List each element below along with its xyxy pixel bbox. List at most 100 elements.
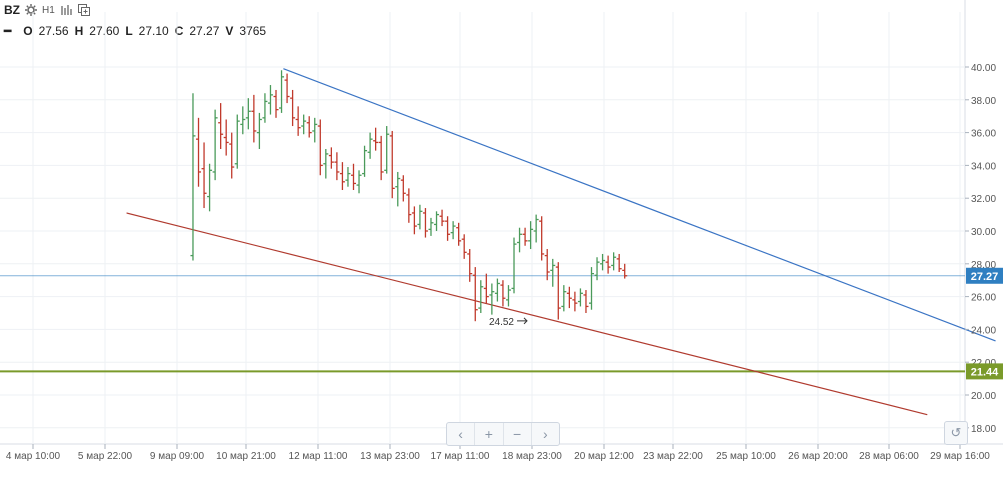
price-labels: 24.52 27.27 21.44 [489, 267, 1003, 380]
x-tick-label: 23 мар 22:00 [643, 451, 703, 462]
ohlc-bar [555, 262, 561, 320]
ohlc-bar [577, 288, 583, 307]
ohlc-bar [196, 117, 202, 187]
chart-toolbar: BZ H1 [0, 0, 114, 20]
ohlc-bar [434, 211, 440, 231]
low-key: L [125, 24, 133, 38]
ohlc-bar [566, 286, 572, 309]
x-tick-label: 10 мар 21:00 [216, 451, 276, 462]
ohlc-bar [472, 267, 478, 322]
ohlc-bar [350, 163, 356, 190]
x-tick-label: 4 мар 10:00 [6, 451, 61, 462]
ohlc-bar [539, 216, 545, 261]
ohlc-bar [533, 214, 539, 243]
y-tick-label: 30.00 [971, 227, 996, 238]
ohlc-bar [279, 70, 285, 113]
ohlc-bar [251, 94, 257, 143]
time-axis: 4 мар 10:00 5 мар 22:00 9 мар 09:00 10 мар … [6, 444, 990, 462]
last-price-badge-bg [966, 267, 1003, 284]
ohlc-bar [528, 221, 534, 250]
ohlc-bar [616, 253, 622, 272]
ohlc-bar [267, 85, 273, 115]
ohlc-bar [395, 171, 401, 207]
trendline-lower [126, 212, 928, 416]
high-value: 27.60 [89, 24, 120, 38]
ohlc-bar [494, 278, 500, 302]
ohlc-bar [234, 114, 240, 169]
ohlc-bar [378, 135, 384, 181]
ohlc-bar [511, 237, 517, 294]
zoom-out-button[interactable]: − [504, 423, 532, 445]
trendline-upper [283, 68, 996, 342]
zoom-in-button[interactable]: + [475, 423, 504, 445]
ohlc-bar [411, 206, 417, 235]
symbol-label[interactable]: BZ [4, 3, 20, 17]
chart-grid [0, 0, 1003, 445]
y-tick-label: 28.00 [971, 260, 996, 271]
ohlc-bar [445, 216, 451, 241]
low-annotation-label: 24.52 [489, 317, 514, 328]
ohlc-bar [522, 227, 528, 246]
reset-chart-button[interactable]: ↺ [944, 421, 968, 445]
ohlc-bar [245, 98, 251, 130]
ohlc-bar [334, 152, 340, 181]
ohlc-bar [212, 109, 218, 181]
ohlc-bar [284, 73, 290, 104]
ohlc-bar [223, 119, 229, 156]
ohlc-bar [218, 103, 224, 149]
ohlc-bar [367, 132, 373, 159]
ohlc-bar [483, 273, 489, 304]
ohlc-bar [306, 116, 312, 138]
y-tick-label: 18.00 [971, 424, 996, 435]
ohlc-bar [201, 142, 207, 209]
ohlc-bar [262, 93, 268, 123]
timeframe-label[interactable]: H1 [42, 4, 55, 16]
bar-chart-icon[interactable] [59, 3, 73, 17]
y-tick-label: 24.00 [971, 325, 996, 336]
settings-icon[interactable] [24, 3, 38, 17]
ohlc-bar [622, 263, 628, 279]
volume-key: V [225, 24, 234, 38]
x-tick-label: 26 мар 20:00 [788, 451, 848, 462]
y-tick-label: 40.00 [971, 63, 996, 74]
scroll-left-button[interactable]: ‹ [447, 423, 476, 445]
ohlc-bar [256, 112, 262, 149]
ohlc-bar [589, 267, 594, 310]
low-value: 27.10 [138, 24, 169, 38]
ohlc-bar [207, 163, 213, 212]
compare-icon[interactable] [77, 3, 91, 17]
ohlc-bar [290, 89, 296, 127]
ohlc-bar [561, 285, 567, 312]
ohlc-bar [362, 145, 368, 177]
x-tick-label: 17 мар 11:00 [431, 451, 490, 462]
y-tick-label: 26.00 [971, 293, 996, 304]
close-value: 27.27 [189, 24, 220, 38]
ohlc-bar [450, 221, 456, 240]
ohlc-bar [190, 93, 196, 261]
x-tick-label: 28 мар 06:00 [859, 451, 919, 462]
x-tick-label: 29 мар 16:00 [930, 451, 990, 462]
ohlc-bar [572, 291, 578, 312]
ohlc-bar [345, 167, 351, 187]
scroll-right-button[interactable]: › [543, 426, 548, 442]
x-tick-label: 25 мар 10:00 [716, 451, 776, 462]
ohlc-bar [323, 149, 329, 179]
y-tick-label: 34.00 [971, 161, 996, 172]
support-level-badge-bg [966, 363, 1003, 380]
x-tick-label: 20 мар 12:00 [574, 451, 634, 462]
ohlc-bar [400, 175, 406, 202]
y-tick-label: 36.00 [971, 129, 996, 140]
ohlc-bar [428, 217, 434, 236]
y-tick-label: 38.00 [971, 96, 996, 107]
ohlc-bar [505, 285, 511, 307]
chart-navigation: ‹ + − › [446, 422, 560, 446]
x-tick-label: 12 мар 11:00 [289, 451, 348, 462]
open-value: 27.56 [38, 24, 69, 38]
close-key: C [174, 24, 184, 38]
ohlc-bar [611, 252, 617, 271]
ohlc-bar [461, 234, 467, 259]
ohlc-bar [356, 170, 362, 194]
ohlc-bar [517, 227, 523, 253]
ohlc-bar [406, 188, 412, 223]
